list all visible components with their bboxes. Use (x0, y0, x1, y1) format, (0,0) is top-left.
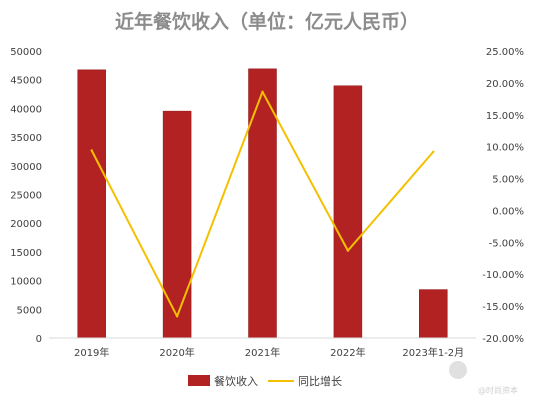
watermark-subtext: @时尚资本 (478, 385, 518, 395)
right-tick-label: -10.00% (482, 270, 524, 281)
right-tick-label: -15.00% (482, 302, 524, 313)
line-point (346, 249, 350, 252)
left-tick-label: 30000 (10, 162, 42, 173)
right-tick-label: -5.00% (489, 238, 524, 249)
left-tick-label: 40000 (10, 104, 42, 115)
left-tick-label: 10000 (10, 277, 42, 288)
right-tick-label: 5.00% (492, 175, 524, 186)
x-tick-label: 2019年 (74, 346, 109, 359)
x-tick-label: 2023年1-2月 (402, 346, 464, 359)
legend-label-line: 同比增长 (298, 374, 342, 388)
bar (419, 289, 448, 339)
left-tick-label: 25000 (10, 191, 42, 202)
chart-title: 近年餐饮收入（单位：亿元人民币） (115, 10, 419, 33)
left-tick-label: 45000 (10, 76, 42, 87)
legend-swatch-bar (188, 375, 210, 386)
bar (162, 110, 192, 339)
line-series (90, 90, 435, 318)
bar (77, 69, 106, 339)
watermark-text: 老虎社区 (471, 363, 524, 379)
x-axis: 2019年 2020年 2021年 2022年 2023年1-2月 (49, 337, 476, 359)
left-tick-label: 5000 (17, 305, 42, 316)
left-tick-label: 50000 (10, 47, 42, 58)
right-tick-label: 20.00% (486, 79, 524, 90)
right-tick-label: 15.00% (486, 111, 524, 122)
line-point (432, 150, 435, 153)
legend-label-bar: 餐饮收入 (214, 374, 258, 388)
x-tick-label: 2020年 (159, 346, 194, 359)
line-point (175, 315, 179, 318)
legend[interactable]: 餐饮收入 同比增长 (188, 374, 342, 388)
left-tick-label: 35000 (10, 133, 42, 144)
x-tick-label: 2022年 (330, 346, 365, 359)
right-tick-label: 10.00% (486, 143, 524, 154)
right-tick-label: 25.00% (486, 47, 524, 58)
bar-series (77, 68, 448, 339)
line-point (90, 149, 93, 152)
tiger-logo-icon (449, 361, 467, 379)
right-axis: -20.00% -15.00% -10.00% -5.00% 0.00% 5.00% 10.… (482, 47, 524, 345)
line-point (261, 90, 264, 94)
watermark: 老虎社区 @时尚资本 (449, 361, 524, 395)
right-tick-label: -20.00% (482, 334, 524, 345)
x-tick-label: 2021年 (245, 346, 280, 359)
left-tick-label: 20000 (10, 219, 42, 230)
bar (333, 85, 363, 339)
left-tick-label: 15000 (10, 248, 42, 259)
right-tick-label: 0.00% (492, 206, 524, 217)
left-axis: 0 5000 10000 15000 20000 25000 30000 35000 40000… (10, 47, 42, 345)
left-tick-label: 0 (36, 334, 42, 345)
